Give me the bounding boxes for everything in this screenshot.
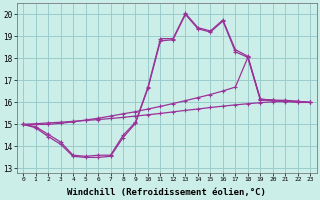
X-axis label: Windchill (Refroidissement éolien,°C): Windchill (Refroidissement éolien,°C) (67, 188, 266, 197)
